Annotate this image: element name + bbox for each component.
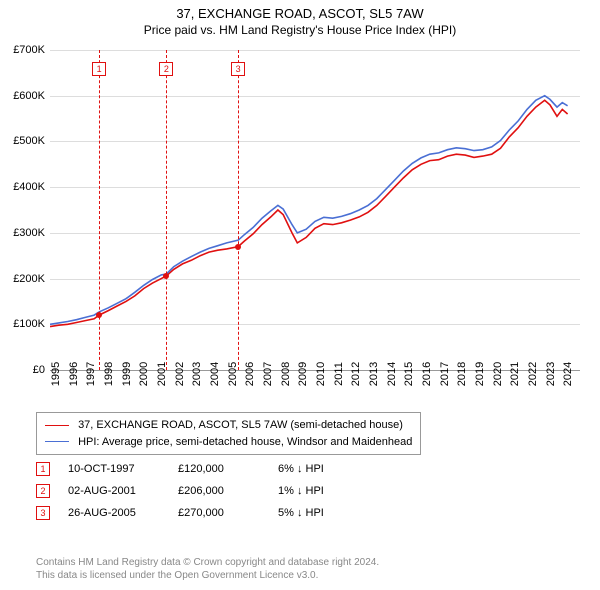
x-tick-label: 1998 bbox=[103, 362, 115, 386]
marker-vline bbox=[166, 50, 167, 370]
x-tick-label: 1997 bbox=[85, 362, 97, 386]
chart-svg bbox=[50, 50, 580, 370]
x-tick-label: 2003 bbox=[191, 362, 203, 386]
transaction-price: £120,000 bbox=[178, 463, 278, 475]
x-tick-label: 1996 bbox=[68, 362, 80, 386]
y-tick-label: £0 bbox=[0, 364, 45, 376]
x-tick-label: 2010 bbox=[315, 362, 327, 386]
x-tick-label: 2023 bbox=[545, 362, 557, 386]
x-tick-label: 2024 bbox=[562, 362, 574, 386]
marker-box: 2 bbox=[159, 62, 173, 76]
transaction-hpi: 1% ↓ HPI bbox=[278, 485, 378, 497]
x-tick-label: 2012 bbox=[350, 362, 362, 386]
y-tick-label: £200K bbox=[0, 273, 45, 285]
transaction-row: 3 26-AUG-2005£270,0005% ↓ HPI bbox=[36, 506, 378, 528]
y-tick-label: £500K bbox=[0, 135, 45, 147]
x-tick-label: 2000 bbox=[138, 362, 150, 386]
footer-attribution: Contains HM Land Registry data © Crown c… bbox=[36, 556, 379, 582]
legend-swatch bbox=[45, 441, 69, 442]
footer-line: Contains HM Land Registry data © Crown c… bbox=[36, 556, 379, 569]
y-tick-label: £100K bbox=[0, 318, 45, 330]
marker-vline bbox=[238, 50, 239, 370]
x-tick-label: 2015 bbox=[403, 362, 415, 386]
legend: 37, EXCHANGE ROAD, ASCOT, SL5 7AW (semi-… bbox=[36, 412, 421, 455]
y-tick-label: £300K bbox=[0, 227, 45, 239]
legend-swatch bbox=[45, 425, 69, 426]
chart-title: 37, EXCHANGE ROAD, ASCOT, SL5 7AW bbox=[0, 0, 600, 23]
legend-item: HPI: Average price, semi-detached house,… bbox=[45, 434, 412, 451]
x-tick-label: 2009 bbox=[297, 362, 309, 386]
x-tick-label: 2017 bbox=[439, 362, 451, 386]
marker-point bbox=[235, 244, 241, 250]
transaction-row: 1 10-OCT-1997£120,0006% ↓ HPI bbox=[36, 462, 378, 484]
transaction-hpi: 5% ↓ HPI bbox=[278, 507, 378, 519]
x-tick-label: 2018 bbox=[456, 362, 468, 386]
y-tick-label: £600K bbox=[0, 90, 45, 102]
x-tick-label: 2022 bbox=[527, 362, 539, 386]
x-tick-label: 2013 bbox=[368, 362, 380, 386]
x-tick-label: 2008 bbox=[280, 362, 292, 386]
x-tick-label: 2004 bbox=[209, 362, 221, 386]
x-tick-label: 2007 bbox=[262, 362, 274, 386]
transaction-date: 10-OCT-1997 bbox=[68, 463, 178, 475]
x-tick-label: 2014 bbox=[386, 362, 398, 386]
footer-line: This data is licensed under the Open Gov… bbox=[36, 569, 379, 582]
chart-container: 37, EXCHANGE ROAD, ASCOT, SL5 7AW Price … bbox=[0, 0, 600, 590]
legend-item: 37, EXCHANGE ROAD, ASCOT, SL5 7AW (semi-… bbox=[45, 417, 412, 434]
marker-point bbox=[163, 273, 169, 279]
transaction-row: 2 02-AUG-2001£206,0001% ↓ HPI bbox=[36, 484, 378, 506]
legend-label: HPI: Average price, semi-detached house,… bbox=[78, 436, 412, 448]
transactions-table: 1 10-OCT-1997£120,0006% ↓ HPI 2 02-AUG-2001… bbox=[36, 462, 378, 528]
x-tick-label: 2011 bbox=[333, 362, 345, 386]
legend-label: 37, EXCHANGE ROAD, ASCOT, SL5 7AW (semi-… bbox=[78, 419, 403, 431]
y-tick-label: £400K bbox=[0, 181, 45, 193]
x-tick-label: 1999 bbox=[121, 362, 133, 386]
series-line-hpi bbox=[50, 96, 568, 325]
transaction-date: 26-AUG-2005 bbox=[68, 507, 178, 519]
x-tick-label: 1995 bbox=[50, 362, 62, 386]
marker-box: 3 bbox=[231, 62, 245, 76]
transaction-price: £206,000 bbox=[178, 485, 278, 497]
y-tick-label: £700K bbox=[0, 44, 45, 56]
chart-subtitle: Price paid vs. HM Land Registry's House … bbox=[0, 23, 600, 41]
transaction-marker: 3 bbox=[36, 506, 50, 520]
transaction-hpi: 6% ↓ HPI bbox=[278, 463, 378, 475]
x-tick-label: 2020 bbox=[492, 362, 504, 386]
marker-box: 1 bbox=[92, 62, 106, 76]
x-tick-label: 2002 bbox=[174, 362, 186, 386]
transaction-marker: 2 bbox=[36, 484, 50, 498]
x-tick-label: 2006 bbox=[244, 362, 256, 386]
transaction-date: 02-AUG-2001 bbox=[68, 485, 178, 497]
x-tick-label: 2016 bbox=[421, 362, 433, 386]
x-tick-label: 2021 bbox=[509, 362, 521, 386]
transaction-price: £270,000 bbox=[178, 507, 278, 519]
x-tick-label: 2019 bbox=[474, 362, 486, 386]
x-tick-label: 2005 bbox=[227, 362, 239, 386]
marker-point bbox=[96, 312, 102, 318]
x-tick-label: 2001 bbox=[156, 362, 168, 386]
marker-vline bbox=[99, 50, 100, 370]
series-line-property bbox=[50, 100, 568, 326]
transaction-marker: 1 bbox=[36, 462, 50, 476]
